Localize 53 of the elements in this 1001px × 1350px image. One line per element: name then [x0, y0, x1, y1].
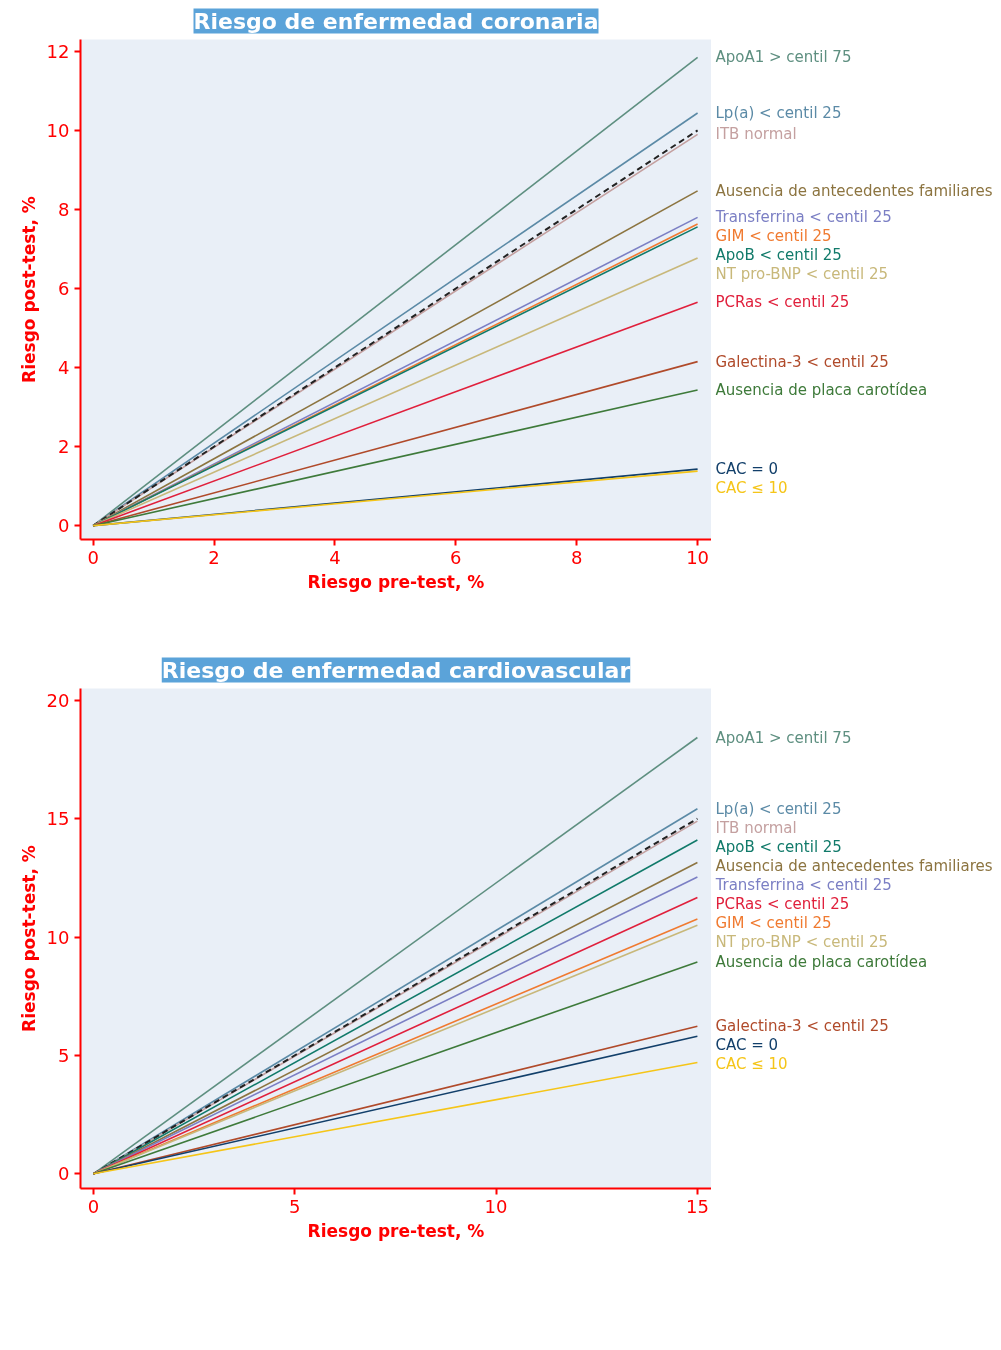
series-label: ApoA1 > centil 75: [715, 48, 852, 67]
series-label: GIM < centil 25: [715, 913, 832, 932]
x-tick-label: 2: [208, 546, 220, 568]
series-label: CAC = 0: [715, 460, 779, 479]
y-tick-label: 0: [58, 515, 70, 537]
y-tick-label: 0: [58, 1163, 70, 1185]
series-label: NT pro-BNP < centil 25: [715, 265, 889, 284]
series-label: Ausencia de antecedentes familiares: [715, 181, 993, 200]
y-tick-label: 5: [58, 1044, 70, 1066]
x-tick-label: 10: [686, 546, 710, 568]
x-tick-label: 0: [87, 1195, 100, 1217]
x-tick-label: 4: [329, 546, 341, 568]
x-axis-title: Riesgo pre-test, %: [307, 571, 485, 592]
series-label: ApoA1 > centil 75: [715, 728, 852, 747]
x-tick-label: 10: [484, 1195, 508, 1217]
y-tick-label: 20: [46, 689, 70, 711]
series-label: Galectina-3 < centil 25: [715, 352, 889, 371]
x-tick-label: 6: [450, 546, 462, 568]
y-tick-label: 12: [46, 40, 70, 62]
series-label: Lp(a) < centil 25: [715, 104, 842, 123]
series-label: CAC = 0: [715, 1036, 779, 1055]
x-tick-label: 15: [685, 1195, 709, 1217]
series-label: Lp(a) < centil 25: [715, 799, 842, 818]
series-label: Ausencia de placa carotídea: [715, 952, 928, 971]
series-label: CAC ≤ 10: [715, 479, 788, 498]
series-label: CAC ≤ 10: [715, 1055, 788, 1074]
x-tick-label: 0: [87, 546, 99, 568]
series-label: ApoB < centil 25: [715, 837, 842, 856]
series-label: Ausencia de antecedentes familiares: [715, 856, 993, 875]
series-label: NT pro-BNP < centil 25: [715, 932, 889, 951]
series-label: Transferrina < centil 25: [714, 208, 892, 227]
y-tick-label: 2: [58, 436, 70, 458]
series-label: ApoB < centil 25: [715, 246, 842, 265]
series-label: ITB normal: [715, 125, 797, 144]
series-label: PCRas < centil 25: [715, 293, 850, 312]
y-axis-title: Riesgo post-test, %: [18, 845, 39, 1032]
series-label: GIM < centil 25: [715, 227, 832, 246]
y-tick-label: 10: [46, 119, 70, 141]
y-tick-label: 10: [46, 926, 70, 948]
y-axis-title: Riesgo post-test, %: [18, 196, 39, 383]
y-tick-label: 8: [58, 198, 70, 220]
y-tick-label: 15: [46, 808, 70, 830]
x-tick-label: 8: [570, 546, 583, 568]
x-axis-title: Riesgo pre-test, %: [307, 1220, 485, 1241]
chart-title: Riesgo de enfermedad coronaria: [193, 8, 599, 34]
y-tick-label: 6: [58, 278, 70, 300]
series-label: Galectina-3 < centil 25: [715, 1017, 889, 1036]
series-label: Ausencia de placa carotídea: [715, 381, 928, 400]
series-label: ITB normal: [715, 818, 797, 837]
series-label: PCRas < centil 25: [715, 894, 850, 913]
series-label: Transferrina < centil 25: [714, 875, 892, 894]
y-tick-label: 4: [58, 357, 70, 379]
x-tick-label: 5: [289, 1195, 301, 1217]
